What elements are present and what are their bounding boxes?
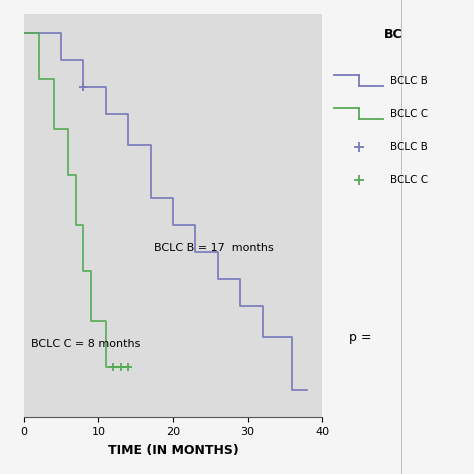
Text: BCLC B: BCLC B xyxy=(390,142,428,152)
Text: BCLC B = 17  months: BCLC B = 17 months xyxy=(155,243,274,253)
Text: BC: BC xyxy=(384,28,402,41)
Text: BCLC B: BCLC B xyxy=(390,75,428,86)
Text: BCLC C = 8 months: BCLC C = 8 months xyxy=(31,339,140,349)
Text: BCLC C: BCLC C xyxy=(390,109,428,119)
Text: BCLC C: BCLC C xyxy=(390,175,428,185)
X-axis label: TIME (IN MONTHS): TIME (IN MONTHS) xyxy=(108,444,238,457)
Text: p =: p = xyxy=(349,331,372,344)
